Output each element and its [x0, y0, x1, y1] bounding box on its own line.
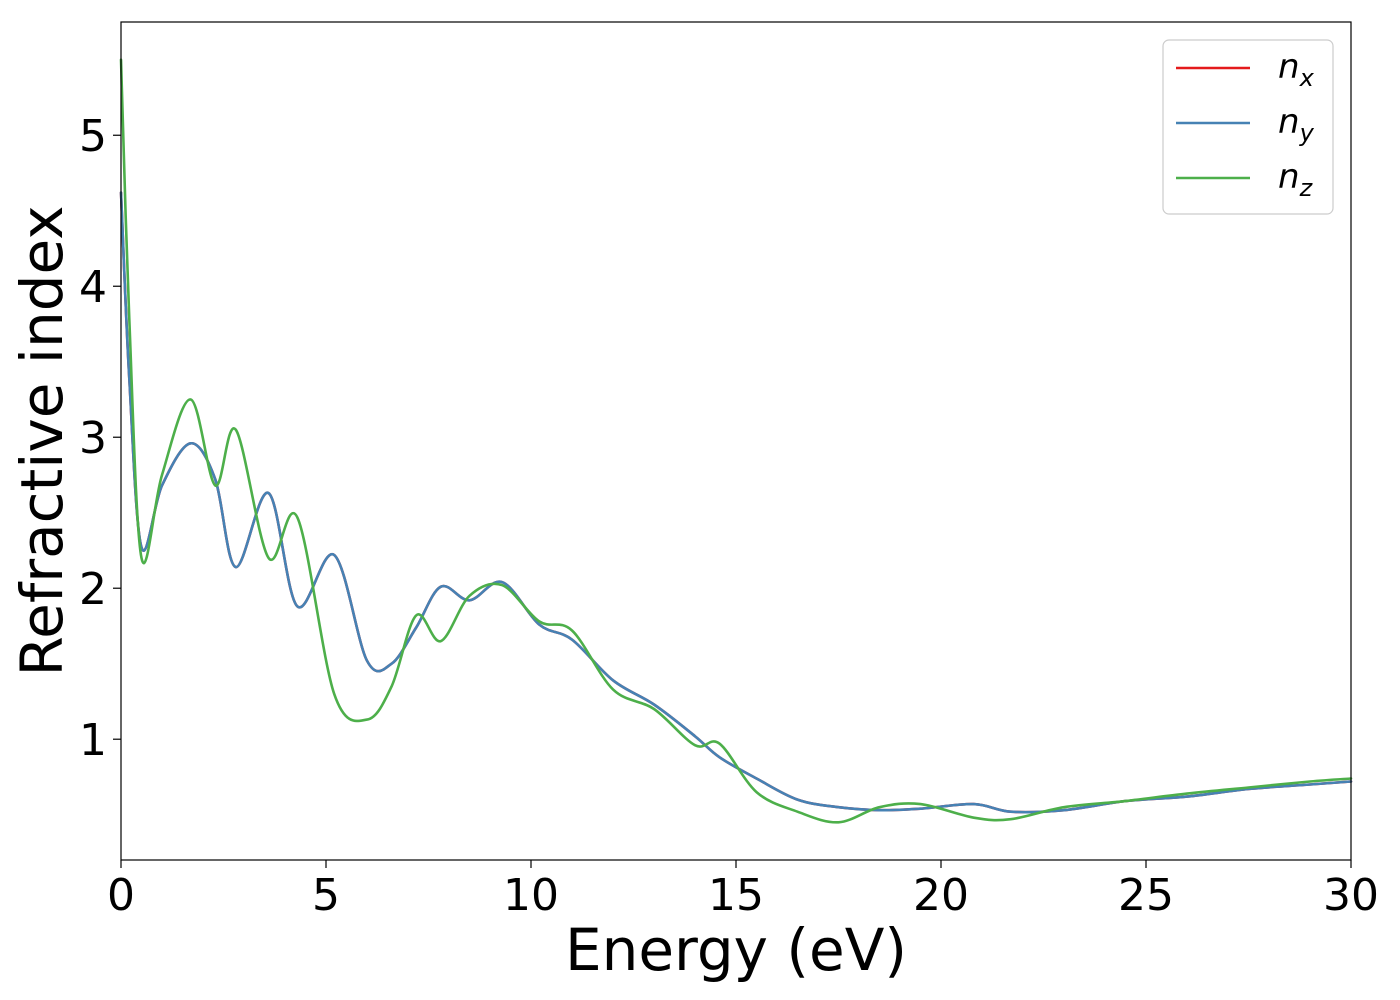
x-tick-label: 20 — [913, 870, 969, 921]
y-axis-label: Refractive index — [8, 205, 76, 676]
y-axis: 1 2 3 4 5 — [79, 111, 121, 766]
legend-label-nx: nx — [1278, 47, 1315, 92]
y-tick-label: 1 — [79, 715, 107, 766]
y-tick-label: 4 — [79, 262, 107, 313]
legend-label-ny: ny — [1278, 102, 1315, 147]
series-line-ny — [119, 191, 1353, 814]
x-tick-label: 15 — [708, 870, 764, 921]
y-tick-label: 2 — [79, 564, 107, 615]
y-tick-label: 5 — [79, 111, 107, 162]
x-axis-label: Energy (eV) — [565, 916, 907, 984]
x-axis: 0 5 10 15 20 25 30 — [107, 860, 1379, 921]
x-tick-label: 0 — [107, 870, 135, 921]
series-layer — [119, 58, 1353, 824]
y-tick-label: 3 — [79, 413, 107, 464]
legend-items: nx ny nz — [1176, 47, 1315, 202]
x-tick-label: 25 — [1118, 870, 1174, 921]
x-tick-label: 5 — [312, 870, 340, 921]
series-line-nx — [119, 191, 1353, 814]
series-line-nz — [119, 58, 1353, 824]
legend-box — [1162, 39, 1334, 215]
legend: nx ny nz — [1162, 39, 1334, 215]
x-tick-label: 30 — [1323, 870, 1379, 921]
legend-label-nz: nz — [1278, 157, 1314, 202]
x-tick-label: 10 — [503, 870, 559, 921]
